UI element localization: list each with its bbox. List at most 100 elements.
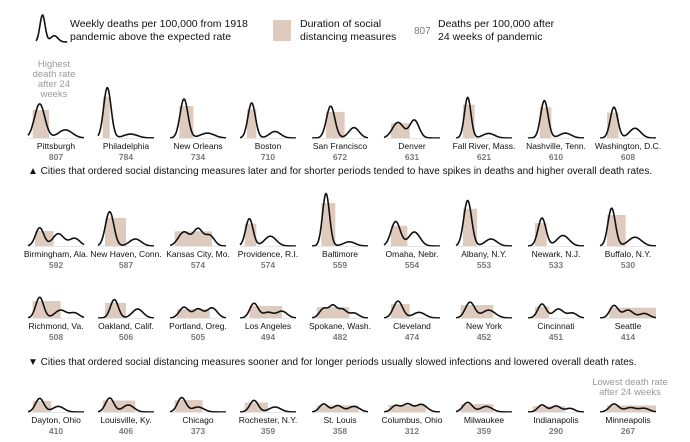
death-rate-value: 506: [119, 332, 133, 342]
city-label: Denver: [398, 141, 426, 151]
city-panel: Albany, N.Y.553: [455, 199, 513, 270]
death-rate-value: 807: [49, 152, 63, 162]
city-panel: Louisville, Ky.406: [97, 397, 155, 436]
weekly-deaths-line: [383, 220, 441, 247]
city-label: Portland, Oreg.: [169, 321, 227, 331]
distancing-duration-bar: [35, 231, 54, 246]
city-panel: New Haven, Conn.587: [90, 210, 162, 270]
city-label: Washington, D.C.: [595, 141, 661, 151]
death-rate-value: 312: [405, 426, 419, 436]
death-rate-value: 530: [621, 260, 635, 270]
death-rate-value: 359: [477, 426, 491, 436]
legend-bar-swatch: [273, 20, 291, 41]
city-label: Baltimore: [322, 249, 358, 259]
city-label: Milwaukee: [464, 415, 504, 425]
distancing-duration-bar: [316, 307, 350, 318]
weekly-deaths-line: [599, 207, 657, 247]
death-rate-value: 587: [119, 260, 133, 270]
weekly-deaths-line: [383, 300, 441, 319]
city-label: Cincinnati: [537, 321, 574, 331]
city-panel: Nashville, Tenn.610: [526, 99, 586, 162]
weekly-deaths-line: [169, 306, 227, 319]
death-rate-value: 410: [49, 426, 63, 436]
distancing-duration-bar: [539, 107, 552, 138]
lowest-death-rate-annotation: Lowest death rate after 24 weeks: [592, 377, 668, 398]
city-panel: Portland, Oreg.505: [169, 306, 227, 342]
city-label: Richmond, Va.: [28, 321, 83, 331]
city-label: Cleveland: [393, 321, 431, 331]
weekly-deaths-line: [599, 403, 657, 413]
death-rate-value: 621: [477, 152, 491, 162]
weekly-deaths-line: [239, 102, 297, 139]
city-label: Birmingham, Ala.: [24, 249, 88, 259]
weekly-deaths-line: [383, 402, 441, 413]
city-label: New Orleans: [173, 141, 222, 151]
weekly-deaths-line: [239, 399, 297, 413]
death-rate-value: 553: [477, 260, 491, 270]
distancing-duration-bar: [177, 309, 210, 318]
legend: Weekly deaths per 100,000 from 1918 pand…: [0, 0, 690, 60]
death-rate-value: 574: [191, 260, 205, 270]
city-label: Seattle: [615, 321, 642, 331]
distancing-duration-bar: [316, 405, 359, 412]
distancing-duration-bar: [391, 304, 410, 318]
distancing-duration-bar: [463, 104, 475, 138]
distancing-duration-bar: [244, 402, 268, 412]
city-label: Louisville, Ky.: [100, 415, 151, 425]
weekly-deaths-line: [599, 106, 657, 139]
legend-line-swatch: [35, 14, 68, 43]
death-rate-value: 290: [549, 426, 563, 436]
weekly-deaths-line: [97, 86, 155, 139]
weekly-deaths-line: [311, 403, 369, 413]
weekly-deaths-line: [169, 396, 227, 413]
city-label: Kansas City, Mo.: [166, 249, 230, 259]
city-panel: Newark, N.J.533: [527, 217, 585, 270]
distancing-duration-bar: [607, 405, 656, 412]
distancing-duration-bar: [391, 123, 410, 138]
city-panel: Rochester, N.Y.359: [239, 399, 297, 436]
death-rate-value: 554: [405, 260, 419, 270]
weekly-deaths-line: [311, 192, 369, 247]
weekly-deaths-line: [455, 199, 513, 247]
death-rate-value: 610: [549, 152, 563, 162]
distancing-duration-bar: [460, 404, 494, 412]
legend-bar-label: Duration of social distancing measures: [300, 18, 397, 43]
city-label: Columbus, Ohio: [382, 415, 443, 425]
death-rate-value: 414: [621, 332, 635, 342]
city-label: Pittsburgh: [37, 141, 76, 151]
city-label: St. Louis: [323, 415, 356, 425]
city-label: New Haven, Conn.: [90, 249, 161, 259]
legend-glyphs: [35, 14, 291, 43]
death-rate-value: 608: [621, 152, 635, 162]
city-label: Newark, N.J.: [532, 249, 581, 259]
weekly-deaths-line: [455, 301, 513, 319]
city-panel: Spokane, Wash.482: [309, 303, 371, 342]
city-label: Boston: [255, 141, 282, 151]
distancing-duration-bar: [607, 112, 619, 138]
weekly-deaths-line: [27, 397, 85, 413]
death-rate-value: 482: [333, 332, 347, 342]
distancing-duration-bar: [391, 225, 408, 246]
death-rate-value: 672: [333, 152, 347, 162]
weekly-deaths-line: [383, 119, 441, 139]
city-label: Chicago: [182, 415, 213, 425]
weekly-deaths-line: [527, 303, 585, 319]
distancing-duration-bar: [463, 208, 477, 246]
weekly-deaths-line: [27, 296, 85, 319]
legend-sample-value: 807: [414, 26, 431, 37]
death-rate-value: 505: [191, 332, 205, 342]
weekly-deaths-line: [311, 105, 369, 139]
city-label: Albany, N.Y.: [461, 249, 507, 259]
